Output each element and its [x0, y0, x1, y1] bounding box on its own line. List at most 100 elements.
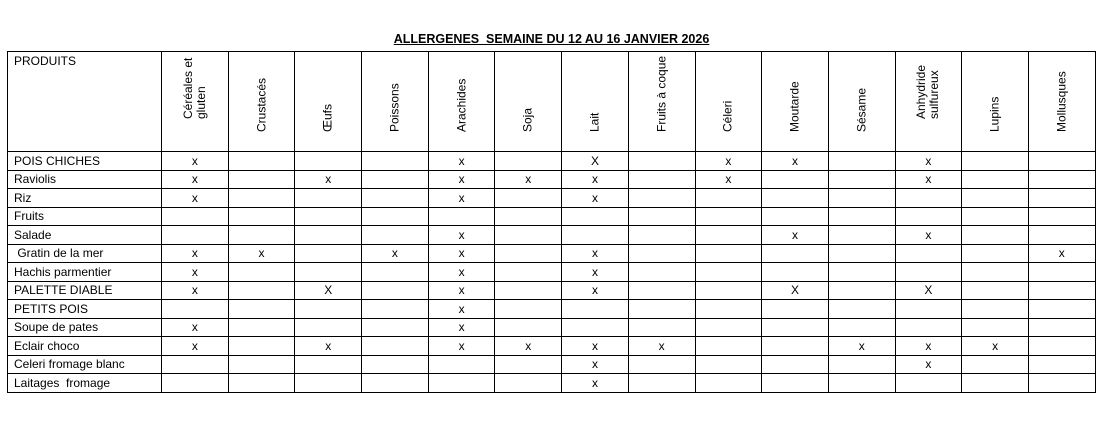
allergen-mark: [694, 262, 763, 282]
product-name: Fruits: [7, 206, 162, 226]
allergen-mark: [361, 299, 429, 319]
allergen-mark: x: [427, 169, 496, 189]
allergen-mark: [494, 354, 563, 374]
allergen-mark: [1027, 188, 1096, 208]
allergen-mark: X: [761, 280, 829, 300]
allergen-header: Céréales et gluten: [161, 51, 229, 152]
allergen-mark: [361, 151, 429, 171]
allergen-mark: [294, 206, 363, 226]
allergen-mark: [761, 262, 829, 282]
allergen-mark: [894, 373, 963, 393]
allergen-mark: x: [894, 354, 963, 374]
allergen-mark: x: [427, 188, 496, 208]
allergen-mark: [627, 151, 696, 171]
allergen-mark: [161, 225, 229, 245]
allergen-mark: [827, 243, 896, 263]
allergen-mark: x: [227, 243, 296, 263]
allergen-mark: [227, 299, 296, 319]
allergen-mark: [227, 373, 296, 393]
allergen-mark: x: [161, 262, 229, 282]
allergen-mark: [694, 206, 763, 226]
allergen-table: PRODUITS Céréales et gluten Crustacés Œufs…: [7, 51, 1096, 393]
allergen-mark: [361, 262, 429, 282]
allergen-mark: [961, 188, 1029, 208]
allergen-mark: X: [294, 280, 363, 300]
allergen-mark: [627, 262, 696, 282]
allergen-mark: [827, 317, 896, 337]
allergen-mark: [1027, 317, 1096, 337]
allergen-mark: [827, 299, 896, 319]
allergen-header: Lupins: [961, 51, 1029, 152]
allergen-mark: [494, 299, 563, 319]
allergen-mark: x: [427, 280, 496, 300]
allergen-header: Fruits à coque: [627, 51, 696, 152]
allergen-mark: [827, 206, 896, 226]
allergen-mark: x: [161, 243, 229, 263]
allergen-mark: [961, 373, 1029, 393]
allergen-header: Céleri: [694, 51, 763, 152]
allergen-mark: x: [894, 151, 963, 171]
allergen-mark: [894, 206, 963, 226]
product-name: Celeri fromage blanc: [7, 354, 162, 374]
allergen-mark: [227, 280, 296, 300]
allergen-header: Moutarde: [761, 51, 829, 152]
allergen-mark: [1027, 225, 1096, 245]
allergen-label: Mollusques: [1054, 71, 1069, 132]
allergen-mark: x: [894, 336, 963, 356]
allergen-mark: [294, 225, 363, 245]
allergen-mark: [694, 188, 763, 208]
document-title: ALLERGENES SEMAINE DU 12 AU 16 JANVIER 2…: [393, 32, 710, 46]
product-name: Laitages fromage: [7, 373, 162, 393]
allergen-mark: [1027, 373, 1096, 393]
allergen-mark: [761, 299, 829, 319]
allergen-mark: [494, 151, 563, 171]
table-row: Gratin de la mer x x x x x x: [7, 243, 1096, 263]
allergen-label: Céleri: [720, 100, 735, 132]
allergen-mark: x: [561, 336, 629, 356]
allergen-mark: [961, 317, 1029, 337]
allergen-mark: [1027, 151, 1096, 171]
allergen-mark: [161, 373, 229, 393]
allergen-mark: [1027, 169, 1096, 189]
allergen-mark: x: [494, 169, 563, 189]
allergen-mark: [294, 243, 363, 263]
allergen-mark: x: [161, 336, 229, 356]
allergen-mark: [161, 354, 229, 374]
allergen-mark: [827, 354, 896, 374]
allergen-label: Soja: [520, 107, 535, 132]
allergen-mark: [227, 169, 296, 189]
table-row: Soupe de pates x x: [7, 317, 1096, 337]
allergen-mark: [827, 188, 896, 208]
product-name: Salade: [7, 225, 162, 245]
allergen-header: Mollusques: [1027, 51, 1096, 152]
allergen-label: Lait: [587, 112, 602, 132]
allergen-mark: x: [161, 169, 229, 189]
table-row: Raviolis x x x x x x x: [7, 169, 1096, 189]
allergen-mark: [894, 188, 963, 208]
allergen-mark: [961, 280, 1029, 300]
allergen-mark: x: [761, 225, 829, 245]
product-name: PALETTE DIABLE: [7, 280, 162, 300]
allergen-mark: [361, 280, 429, 300]
product-name: Hachis parmentier: [7, 262, 162, 282]
allergen-mark: x: [161, 151, 229, 171]
allergen-mark: [361, 225, 429, 245]
allergen-mark: x: [627, 336, 696, 356]
table-row: Laitages fromage x: [7, 373, 1096, 393]
allergen-header: Soja: [494, 51, 563, 152]
allergen-mark: [561, 317, 629, 337]
allergen-mark: x: [561, 354, 629, 374]
allergen-mark: [294, 299, 363, 319]
product-name: Gratin de la mer: [7, 243, 162, 263]
allergen-mark: x: [294, 169, 363, 189]
allergen-mark: x: [494, 336, 563, 356]
allergen-mark: [227, 354, 296, 374]
allergen-header: Sésame: [827, 51, 896, 152]
allergen-mark: [627, 280, 696, 300]
allergen-mark: [361, 354, 429, 374]
allergen-mark: [694, 225, 763, 245]
allergen-label: Poissons: [387, 83, 402, 132]
allergen-mark: [227, 206, 296, 226]
allergen-mark: x: [427, 225, 496, 245]
allergen-mark: [227, 336, 296, 356]
